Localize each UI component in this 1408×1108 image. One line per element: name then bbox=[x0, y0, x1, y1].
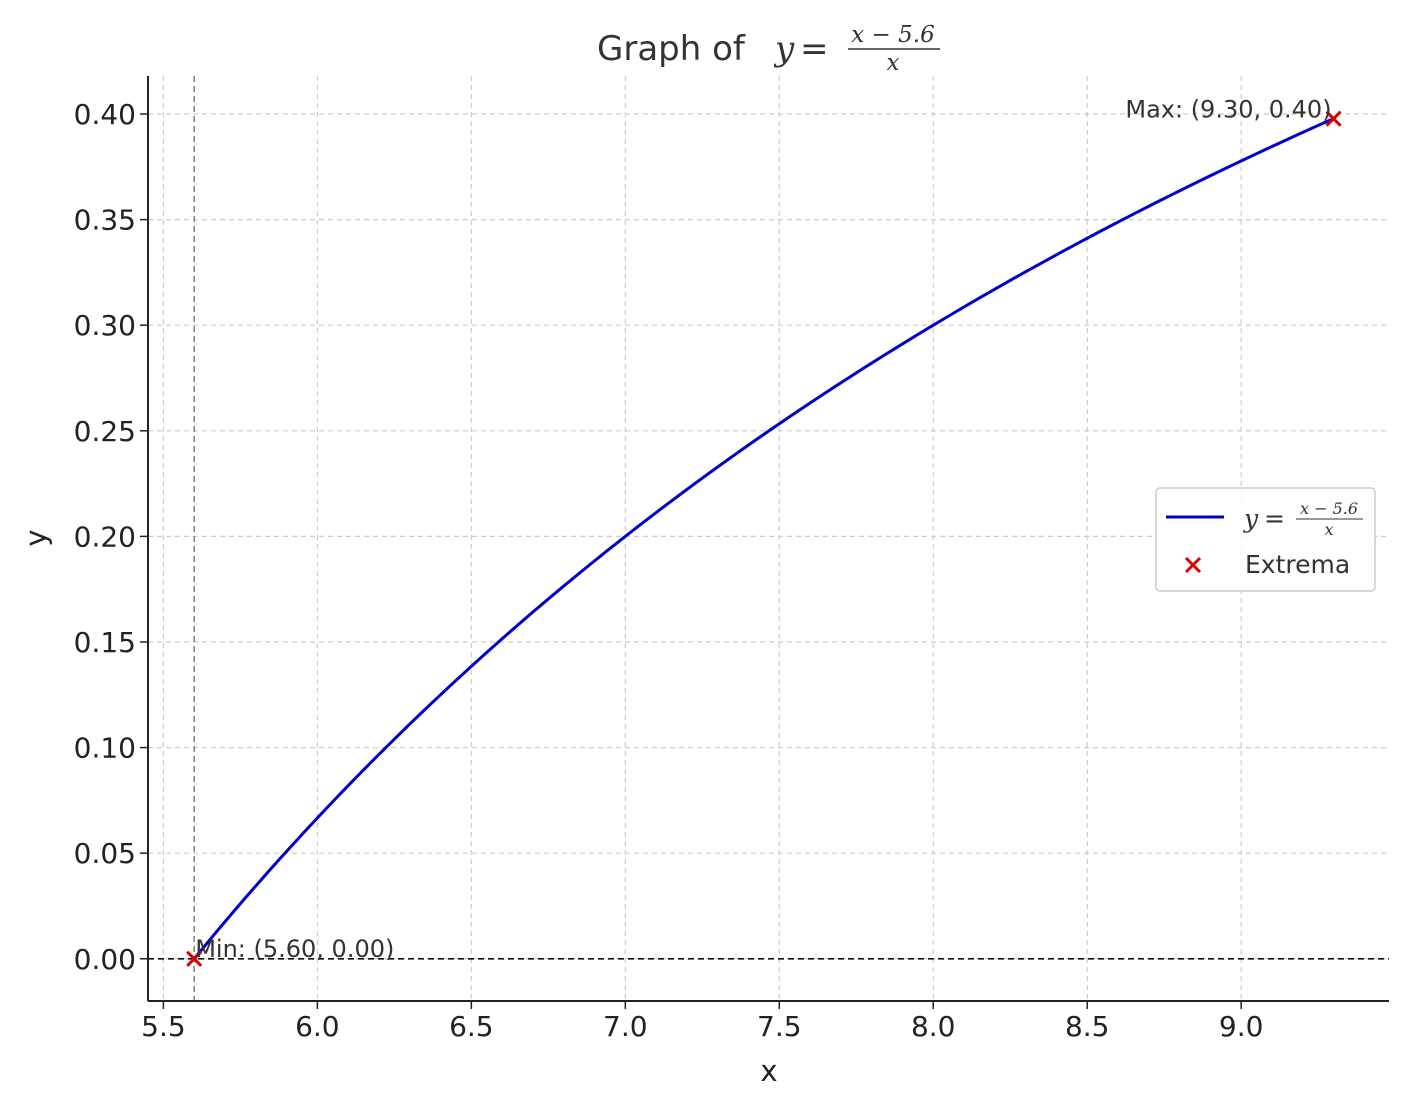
legend-series-numerator: x − 5.6 bbox=[1300, 499, 1358, 518]
chart-title-eq: = bbox=[800, 29, 829, 69]
series-line bbox=[193, 117, 1335, 960]
y-tick-label: 0.20 bbox=[74, 520, 136, 553]
y-tick-label: 0.05 bbox=[74, 837, 136, 870]
chart-title-lhs: y bbox=[773, 29, 795, 69]
legend-extrema-marker bbox=[1184, 556, 1202, 574]
legend-extrema-label: Extrema bbox=[1245, 550, 1350, 579]
y-axis-label: y bbox=[19, 529, 53, 546]
chart-title-prefix: Graph of bbox=[597, 29, 746, 69]
y-tick-label: 0.35 bbox=[74, 204, 136, 237]
max-annotation: Max: (9.30, 0.40) bbox=[1125, 96, 1331, 124]
extrema-markers bbox=[186, 110, 1342, 967]
chart-title: Graph of y = x − 5.6 x bbox=[597, 22, 940, 76]
x-tick-label: 8.0 bbox=[911, 1010, 956, 1043]
x-tick-label: 5.5 bbox=[141, 1010, 186, 1043]
y-tick-label: 0.30 bbox=[74, 309, 136, 342]
x-tick-label: 7.0 bbox=[603, 1010, 648, 1043]
x-ticks: 5.5 6.0 6.5 7.0 7.5 8.0 8.5 9.0 bbox=[141, 1001, 1263, 1043]
legend-box bbox=[1155, 487, 1376, 592]
y-tick-label: 0.25 bbox=[74, 415, 136, 448]
x-tick-label: 6.5 bbox=[449, 1010, 494, 1043]
legend-series-denominator: x bbox=[1324, 520, 1333, 539]
extrema-marker bbox=[1325, 110, 1342, 127]
extrema-annotations: Min: (5.60, 0.00) Max: (9.30, 0.40) bbox=[195, 96, 1331, 963]
extrema-marker bbox=[186, 950, 203, 967]
series-layer bbox=[193, 117, 1335, 960]
x-axis-label: x bbox=[760, 1054, 777, 1088]
legend-series-eq: = bbox=[1264, 504, 1285, 533]
y-tick-label: 0.00 bbox=[74, 943, 136, 976]
chart-title-numerator: x − 5.6 bbox=[851, 22, 934, 48]
y-ticks: 0.00 0.05 0.10 0.15 0.20 0.25 0.30 0.35 0.40 bbox=[74, 98, 148, 976]
x-tick-label: 6.0 bbox=[295, 1010, 340, 1043]
legend: y = x − 5.6 x Extrema bbox=[1155, 487, 1376, 592]
reference-lines bbox=[148, 76, 1389, 1001]
y-tick-label: 0.40 bbox=[74, 98, 136, 131]
legend-series-lhs: y bbox=[1243, 504, 1259, 533]
chart-title-denominator: x bbox=[887, 50, 900, 76]
x-tick-label: 9.0 bbox=[1219, 1010, 1264, 1043]
x-tick-label: 7.5 bbox=[757, 1010, 802, 1043]
y-tick-label: 0.15 bbox=[74, 626, 136, 659]
x-tick-label: 8.5 bbox=[1065, 1010, 1110, 1043]
min-annotation: Min: (5.60, 0.00) bbox=[195, 935, 394, 963]
y-tick-label: 0.10 bbox=[74, 732, 136, 765]
